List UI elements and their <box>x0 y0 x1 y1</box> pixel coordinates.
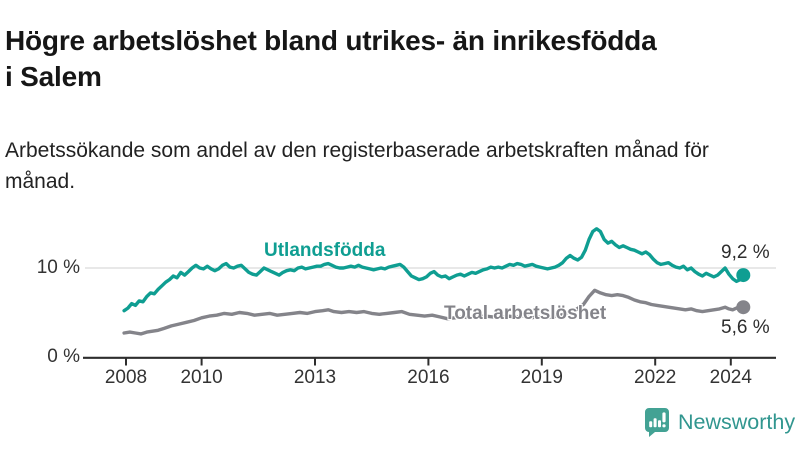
end-value-label-total: 5,6 % <box>721 317 770 338</box>
series-label-total-arbetsloshet: Total arbetslöshet <box>444 303 607 324</box>
newsworthy-logo-text: Newsworthy <box>678 409 796 434</box>
x-tick-label-2013: 2013 <box>293 367 337 388</box>
chart-subtitle: Arbetssökande som andel av den registerb… <box>5 139 709 193</box>
y-tick-label-10: 10 % <box>36 257 80 278</box>
x-tick-label-2008: 2008 <box>104 367 148 388</box>
x-tick-label-2010: 2010 <box>180 367 223 388</box>
series-end-dot-0 <box>736 268 751 283</box>
x-tick-label-2016: 2016 <box>407 367 450 388</box>
page-title: Högre arbetslöshet bland utrikes- än inr… <box>5 24 657 92</box>
y-tick-label-0: 0 % <box>47 346 80 367</box>
series-end-dot-1 <box>736 300 751 315</box>
newsworthy-logo-icon <box>645 408 669 437</box>
x-tick-label-2019: 2019 <box>520 367 563 388</box>
x-tick-label-2022: 2022 <box>634 367 677 388</box>
x-tick-label-2024: 2024 <box>709 367 752 388</box>
series-label-utlandsfodda: Utlandsfödda <box>264 240 386 261</box>
series-line-1 <box>122 288 745 336</box>
newsworthy-logo[interactable]: Newsworthy <box>644 406 795 438</box>
series-line-0 <box>122 227 745 313</box>
end-value-label-utlandsfodda: 9,2 % <box>721 242 770 263</box>
